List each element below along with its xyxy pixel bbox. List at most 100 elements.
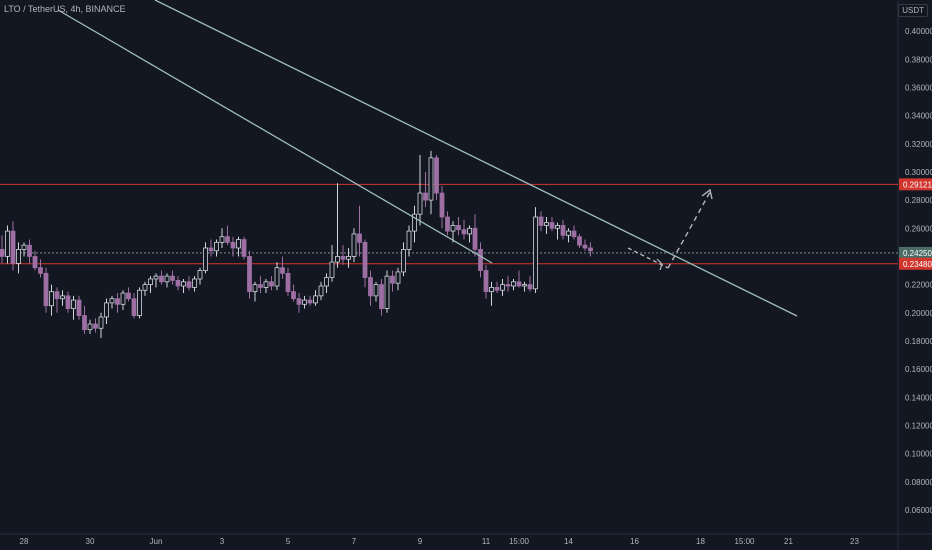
time-tick-label: 11 (482, 537, 491, 546)
candle (318, 281, 324, 301)
candle-body (49, 291, 54, 307)
candle-body (566, 230, 571, 236)
candle (357, 205, 362, 257)
price-tick-label: 0.38000 (905, 55, 932, 64)
price-tick-label: 0.36000 (905, 83, 932, 92)
candle-body (93, 323, 98, 329)
projection-arrow-up[interactable] (667, 191, 711, 269)
candle-body (10, 230, 16, 264)
candle-body (505, 284, 511, 287)
candle-body (126, 292, 131, 300)
candle (527, 276, 533, 292)
candle (439, 186, 445, 229)
candle-body (461, 229, 467, 235)
candle-body (549, 222, 555, 229)
trendlines[interactable] (57, 0, 798, 317)
price-tick-label: 0.34000 (905, 112, 932, 121)
candle-body (571, 230, 577, 238)
price-labels: 0.29121 0.24250 0.23480 (899, 178, 932, 270)
price-axis[interactable]: 0.40000 0.38000 0.36000 0.34000 0.32000 0.300… (905, 27, 932, 515)
candle (214, 239, 219, 257)
candle-body (516, 281, 522, 287)
trendline-upper[interactable] (154, 0, 798, 317)
candle-body (368, 277, 373, 297)
currency-badge[interactable]: USDT (898, 4, 928, 17)
candle (368, 270, 373, 306)
candle-body (16, 248, 21, 264)
time-tick-label: 3 (220, 537, 225, 546)
price-tag-text: 0.23480 (903, 260, 932, 269)
candle-body (373, 284, 379, 297)
candle-body (54, 291, 60, 300)
candle-body (43, 272, 49, 307)
horizontal-lines[interactable] (0, 183, 898, 265)
candle (577, 233, 582, 248)
candle (373, 281, 379, 302)
candle-body (65, 295, 71, 309)
time-tick-label: 9 (418, 537, 423, 546)
candle-body (181, 281, 186, 287)
price-tag-text: 0.24250 (903, 249, 932, 258)
candle-body (60, 295, 65, 300)
price-tick-label: 0.20000 (905, 309, 932, 318)
candle-body (533, 216, 538, 290)
candle-body (280, 267, 285, 274)
candle (181, 278, 186, 294)
candle (291, 284, 296, 302)
candle-body (428, 157, 434, 201)
candle-body (582, 244, 588, 249)
candle-body (379, 284, 384, 309)
candle-body (489, 287, 494, 293)
candle-body (412, 213, 417, 232)
candle (43, 267, 49, 313)
candle (263, 278, 269, 294)
candle-body (439, 192, 445, 218)
price-tick-label: 0.30000 (905, 168, 932, 177)
time-tick-label: 15:00 (734, 537, 755, 546)
time-tick-label: 23 (850, 537, 859, 546)
candle (164, 273, 170, 288)
candle (104, 298, 109, 325)
time-axis[interactable]: 28 30 Jun 3 5 7 9 11 15:00 14 16 18 15:00 21 23 (20, 537, 860, 546)
candle-body (104, 302, 109, 318)
price-tick-label: 0.32000 (905, 140, 932, 149)
candle (236, 236, 241, 257)
candle-body (302, 299, 307, 305)
candle-body (494, 287, 500, 291)
candle (406, 225, 412, 257)
candle (472, 214, 478, 257)
candle (390, 270, 395, 292)
candle (225, 225, 230, 246)
candle-body (21, 244, 27, 250)
price-tick-label: 0.08000 (905, 478, 932, 487)
candle-body (0, 248, 5, 257)
candle-body (351, 233, 357, 257)
candle (76, 295, 82, 320)
candle (340, 245, 346, 265)
symbol-legend[interactable]: LTO / TetherUS, 4h, BINANCE (4, 4, 126, 14)
price-tick-label: 0.06000 (905, 506, 932, 515)
candle (126, 287, 131, 302)
price-tick-label: 0.40000 (905, 27, 932, 36)
candle (395, 267, 401, 291)
candle-body (450, 225, 456, 232)
candle-body (230, 241, 236, 249)
candle-body (588, 247, 593, 252)
candle (115, 293, 120, 313)
candle (417, 155, 423, 226)
candle (87, 319, 93, 334)
candle-body (456, 225, 461, 231)
candle (588, 242, 593, 257)
candle (351, 228, 357, 263)
candle (175, 276, 181, 291)
candle (571, 225, 577, 240)
candle (445, 211, 450, 236)
candle-body (241, 239, 247, 257)
candle (0, 235, 5, 264)
candle-body (186, 281, 192, 288)
candle (549, 217, 555, 232)
trendline-lower[interactable] (57, 9, 493, 264)
candle-body (27, 244, 32, 257)
